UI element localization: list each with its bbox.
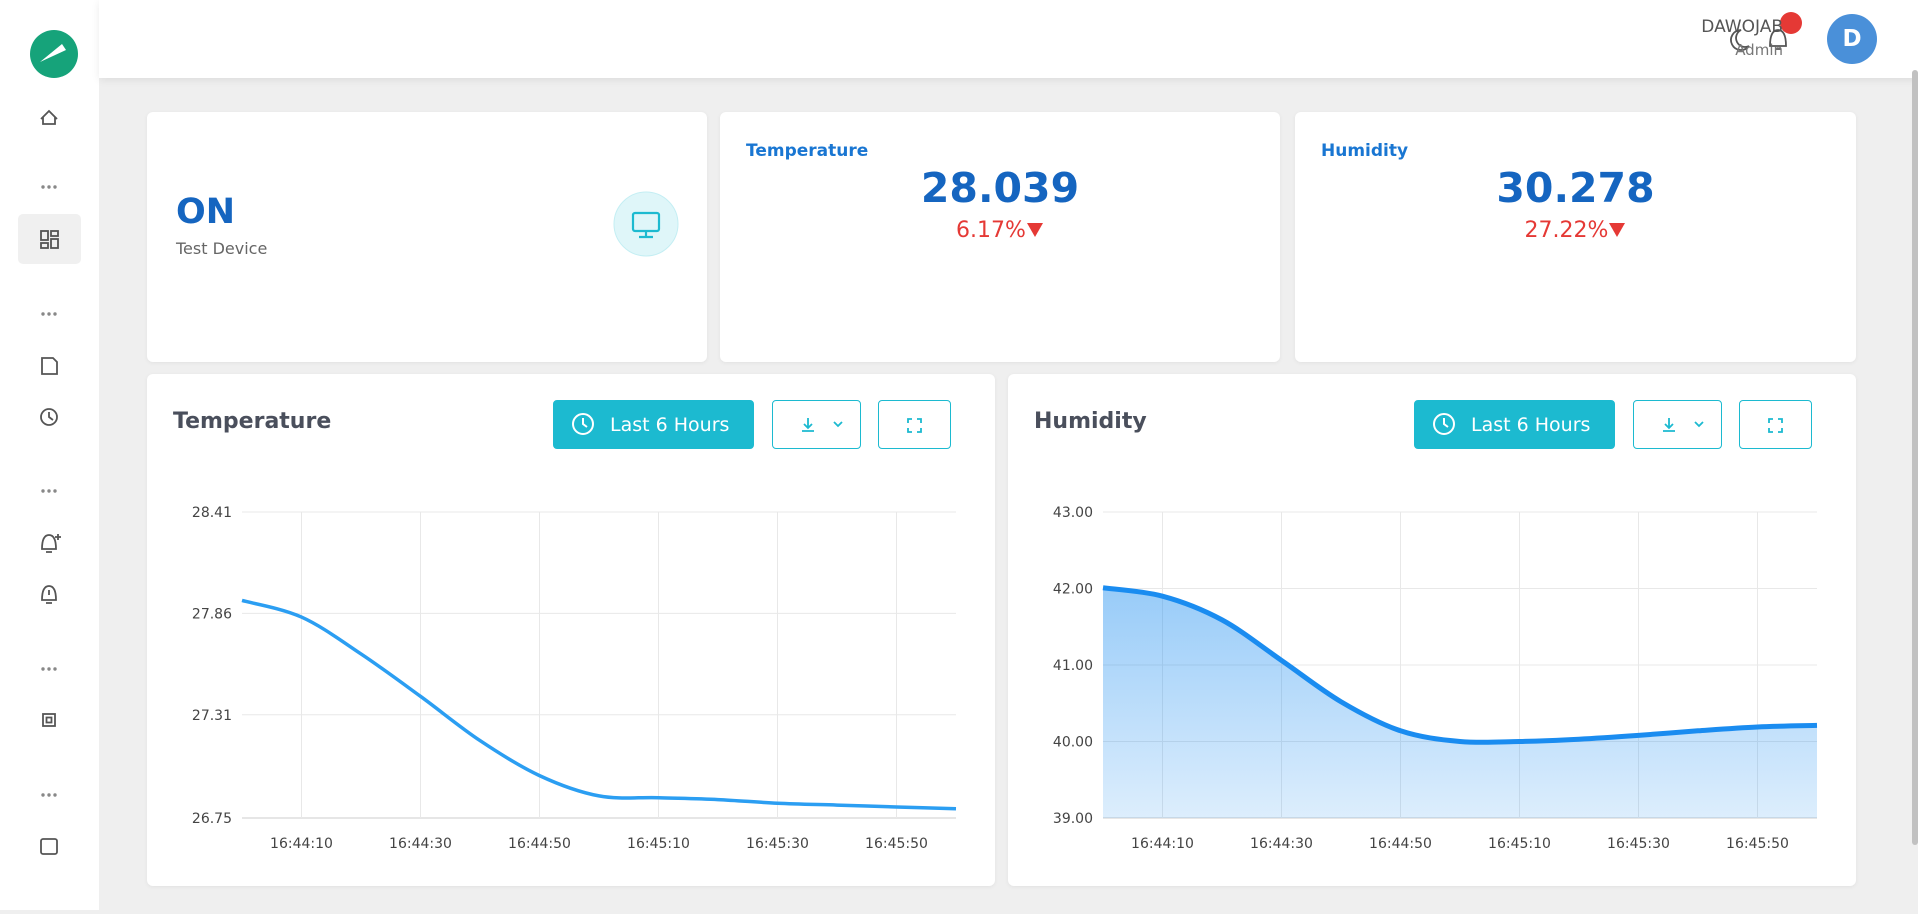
clock-icon — [1433, 413, 1455, 435]
user-role: Admin — [1735, 41, 1783, 59]
device-icon — [613, 191, 679, 257]
card-title: Humidity — [1321, 141, 1409, 161]
clock-icon — [572, 413, 594, 435]
notification-badge: 0 — [1687, 13, 1697, 28]
widget-icon[interactable] — [40, 838, 58, 855]
chart: 39.00 40.00 41.00 42.00 43.00 16:44:10 16:44:3… — [1053, 505, 1818, 852]
fullscreen-button[interactable] — [1739, 400, 1812, 449]
chart-title: Temperature — [173, 409, 332, 434]
chart: 26.75 27.31 27.86 28.41 16:44:10 16:44:30 16:4… — [192, 505, 957, 852]
scrollbar — [1912, 70, 1918, 845]
change-text: 27.22% — [1524, 218, 1609, 243]
x-tick-label: 16:45:30 — [746, 836, 809, 852]
y-tick-label: 42.00 — [1053, 582, 1093, 598]
notifications[interactable] — [1769, 29, 1787, 50]
change-text: 6.17% — [956, 218, 1026, 243]
y-tick-label: 40.00 — [1053, 735, 1093, 751]
x-tick-label: 16:44:10 — [270, 836, 333, 852]
range-button[interactable]: Last 6 Hours — [553, 400, 754, 449]
x-tick-label: 16:44:30 — [1250, 836, 1313, 852]
alarm-add-icon[interactable] — [41, 534, 61, 553]
download-icon — [802, 418, 843, 432]
sidebar — [0, 0, 99, 910]
fullscreen-icon — [907, 418, 922, 433]
history-icon[interactable] — [40, 408, 58, 426]
fullscreen-icon — [1768, 418, 1783, 433]
card-value: 28.039 — [920, 164, 1080, 212]
chart-card: Temperature Last 6 Hours 26.75 27.31 27.86 28… — [147, 374, 995, 886]
fullscreen-button[interactable] — [878, 400, 951, 449]
down-arrow — [1026, 223, 1043, 237]
y-tick-label: 39.00 — [1053, 811, 1093, 827]
line — [1102, 585, 1818, 745]
user-name: DAWOJAB — [1701, 17, 1783, 37]
theme-toggle[interactable] — [1730, 29, 1750, 51]
badge-bg — [1780, 12, 1802, 34]
area — [1103, 587, 1817, 818]
card-title: Temperature — [746, 141, 869, 161]
x-tick-label: 16:45:30 — [1607, 836, 1670, 852]
range-button[interactable]: Last 6 Hours — [1414, 400, 1615, 449]
range-label: Last 6 Hours — [610, 413, 730, 436]
x-tick-label: 16:45:50 — [865, 836, 928, 852]
status-card: ON Test Device — [147, 112, 707, 362]
x-tick-label: 16:44:30 — [389, 836, 452, 852]
sidebar-icons — [18, 30, 81, 855]
x-tick-label: 16:44:50 — [508, 836, 571, 852]
range-label: Last 6 Hours — [1471, 413, 1591, 436]
x-tick-label: 16:45:10 — [1488, 836, 1551, 852]
avatar[interactable]: D — [1827, 14, 1877, 64]
download-button[interactable] — [772, 400, 861, 449]
down-arrow — [1609, 223, 1626, 237]
y-tick-label: 26.75 — [192, 811, 232, 827]
report-icon[interactable] — [41, 357, 58, 375]
x-tick-label: 16:44:10 — [1131, 836, 1194, 852]
alarm-icon[interactable] — [41, 585, 57, 604]
line — [241, 598, 957, 811]
y-tick-label: 41.00 — [1053, 658, 1093, 674]
card-value: 30.278 — [1496, 164, 1655, 212]
topbar: 0 DAWOJAB Admin D — [99, 0, 1918, 78]
humidity-card: Humidity 30.278 27.22% — [1295, 112, 1856, 362]
chart-title: Humidity — [1034, 409, 1147, 434]
y-tick-label: 28.41 — [192, 505, 232, 521]
card-change: 6.17% — [720, 218, 1280, 243]
y-tick-label: 43.00 — [1053, 505, 1093, 521]
device-name: Test Device — [176, 239, 268, 258]
x-tick-label: 16:45:50 — [1726, 836, 1789, 852]
download-button[interactable] — [1633, 400, 1722, 449]
device-icon[interactable] — [42, 713, 56, 727]
status: ON — [176, 192, 236, 232]
download-icon — [1663, 418, 1704, 432]
x-tick-label: 16:45:10 — [627, 836, 690, 852]
y-tick-label: 27.31 — [192, 708, 232, 724]
temperature-card: Temperature 28.039 6.17% — [720, 112, 1280, 362]
chart-card: Humidity Last 6 Hours 39.00 40.00 41.00 42.00… — [1008, 374, 1856, 886]
topbar-icons — [1730, 12, 1802, 51]
home-icon[interactable] — [40, 109, 58, 125]
y-tick-label: 27.86 — [192, 606, 232, 622]
card-change: 27.22% — [1295, 218, 1856, 243]
x-tick-label: 16:44:50 — [1369, 836, 1432, 852]
